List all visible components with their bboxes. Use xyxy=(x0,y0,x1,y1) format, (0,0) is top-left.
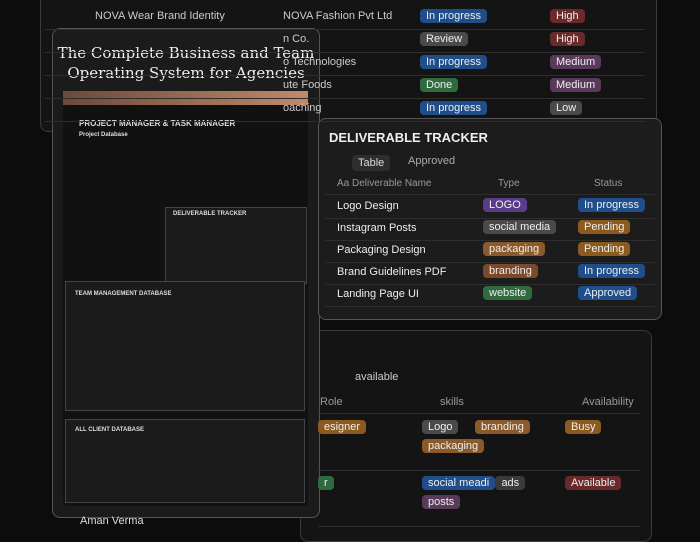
cell: n Co. xyxy=(283,33,310,45)
column-header: Role xyxy=(320,396,343,408)
column-header: Status xyxy=(594,178,623,189)
column-header: Type xyxy=(498,178,520,189)
tag: Available xyxy=(565,476,622,490)
tag: Medium xyxy=(550,78,602,92)
promo-title: The Complete Business and Team Operating… xyxy=(57,44,315,82)
preview-clients xyxy=(65,419,305,503)
tag: packaging xyxy=(422,439,485,453)
tag: In progress xyxy=(578,264,646,278)
row-divider xyxy=(45,121,645,122)
cell: ute Foods xyxy=(283,79,332,91)
column-header: Aa Deliverable Name xyxy=(337,178,432,189)
preview-deliverable xyxy=(165,207,307,284)
tag: In progress xyxy=(420,101,488,115)
tag: Review xyxy=(420,32,469,46)
row-divider xyxy=(318,470,640,471)
row-divider xyxy=(318,413,640,414)
team-table xyxy=(300,330,652,542)
cell: Brand Guidelines PDF xyxy=(337,266,447,278)
tag: Done xyxy=(420,78,459,92)
tag: Low xyxy=(550,101,583,115)
row-divider xyxy=(325,218,655,219)
tracker-title: DELIVERABLE TRACKER xyxy=(329,130,488,145)
tag: In progress xyxy=(420,55,488,69)
tag: social media xyxy=(483,220,557,234)
row-divider xyxy=(45,75,645,76)
column-header: skills xyxy=(440,396,464,408)
tag: High xyxy=(550,32,585,46)
tag: Pending xyxy=(578,242,631,256)
preview: PROJECT MANAGER & TASK MANAGER Project D… xyxy=(63,91,308,506)
row-divider xyxy=(318,526,640,527)
tag: posts xyxy=(422,495,461,509)
row-divider xyxy=(45,98,645,99)
tag: esigner xyxy=(318,420,367,434)
cell: Packaging Design xyxy=(337,244,426,256)
cell: Landing Page UI xyxy=(337,288,419,300)
tag xyxy=(283,515,295,517)
tag: Pending xyxy=(578,220,631,234)
tag: ads xyxy=(495,476,526,490)
column-header: Availability xyxy=(582,396,634,408)
preview-heading: TEAM MANAGEMENT DATABASE xyxy=(75,291,172,297)
tag: LOGO xyxy=(483,198,527,212)
tag: r xyxy=(318,476,334,490)
cell: oaching xyxy=(283,102,322,114)
cell: Instagram Posts xyxy=(337,222,417,234)
tag: website xyxy=(483,286,533,300)
tab: available xyxy=(355,371,399,383)
cell: Aman Verma xyxy=(80,515,144,527)
row-divider xyxy=(45,52,645,53)
row-divider xyxy=(325,284,655,285)
tag: social meadi xyxy=(422,476,496,490)
tag: Approved xyxy=(578,286,638,300)
preview-heading: DELIVERABLE TRACKER xyxy=(173,211,247,217)
tag: Busy xyxy=(565,420,602,434)
tag: High xyxy=(550,9,585,23)
page: The Complete Business and Team Operating… xyxy=(40,0,662,542)
tab: Table xyxy=(352,155,391,171)
cell: NOVA Wear Brand Identity xyxy=(95,10,225,22)
tag: packaging xyxy=(483,242,546,256)
tag: In progress xyxy=(578,198,646,212)
row-divider xyxy=(45,29,645,30)
tag: Medium xyxy=(550,55,602,69)
row-divider xyxy=(325,262,655,263)
tag: Logo xyxy=(422,420,459,434)
tag: branding xyxy=(475,420,530,434)
row-divider xyxy=(325,306,655,307)
promo-card: The Complete Business and Team Operating… xyxy=(52,28,320,518)
tab: Approved xyxy=(408,155,456,167)
tag: branding xyxy=(483,264,538,278)
row-divider xyxy=(325,240,655,241)
row-divider xyxy=(325,194,655,195)
cell: NOVA Fashion Pvt Ltd xyxy=(283,10,393,22)
preview-heading: PROJECT MANAGER & TASK MANAGER xyxy=(79,119,236,128)
preview-team xyxy=(65,281,305,411)
cell: Logo Design xyxy=(337,200,399,212)
cell: o Technologies xyxy=(283,56,357,68)
preview-heading: ALL CLIENT DATABASE xyxy=(75,427,144,433)
preview-sub: Project Database xyxy=(79,132,128,138)
tag: In progress xyxy=(420,9,488,23)
